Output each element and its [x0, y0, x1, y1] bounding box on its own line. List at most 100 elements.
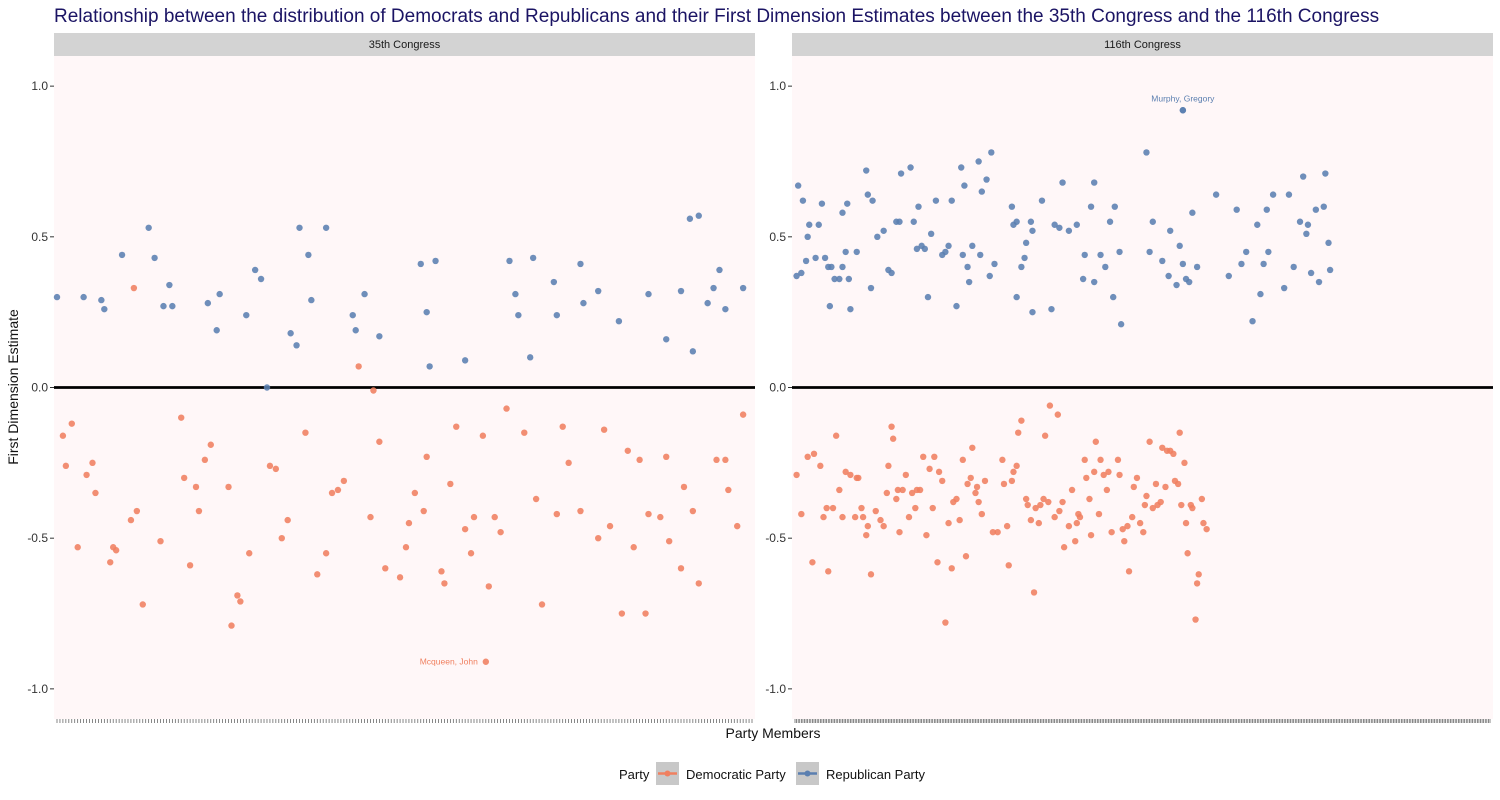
data-point: [1060, 544, 1068, 551]
data-point: [978, 510, 986, 518]
data-point: [847, 471, 854, 479]
data-point: [677, 287, 685, 295]
data-point: [1189, 504, 1196, 512]
data-point: [1048, 305, 1055, 313]
data-point: [896, 218, 903, 225]
democratic-points: [793, 402, 1210, 626]
data-point: [438, 568, 445, 575]
data-point: [1322, 170, 1329, 177]
data-point: [68, 420, 75, 427]
data-point: [263, 384, 271, 391]
data-point: [118, 251, 126, 259]
data-point: [577, 260, 584, 268]
data-point: [1056, 507, 1063, 515]
data-point: [1303, 230, 1310, 237]
data-point: [1073, 519, 1081, 527]
data-point: [1198, 495, 1206, 503]
data-point: [826, 302, 834, 310]
data-point: [912, 504, 919, 512]
data-point: [367, 513, 374, 521]
data-point: [423, 308, 430, 316]
data-point: [157, 538, 164, 545]
data-point: [361, 290, 368, 298]
data-point: [1140, 528, 1147, 536]
annotated-point: [482, 658, 490, 665]
data-point: [894, 486, 902, 494]
data-point: [1143, 149, 1150, 156]
data-point: [677, 565, 685, 572]
data-point: [1312, 206, 1320, 213]
data-point: [521, 429, 528, 436]
data-point: [352, 327, 359, 334]
data-point: [836, 275, 843, 283]
data-point: [657, 513, 664, 521]
data-point: [59, 432, 67, 439]
data-point: [1041, 432, 1049, 439]
data-point: [1133, 474, 1141, 482]
data-point: [257, 275, 265, 283]
legend-title: Party: [619, 767, 650, 782]
data-point: [1254, 221, 1261, 228]
data-point: [1100, 471, 1107, 479]
data-point: [201, 456, 209, 464]
data-point: [166, 281, 173, 289]
data-point: [1203, 525, 1210, 533]
data-point: [180, 474, 188, 482]
data-point: [1051, 513, 1058, 521]
data-point: [74, 544, 81, 551]
data-point: [975, 498, 982, 506]
data-point: [322, 550, 330, 557]
data-point: [793, 471, 800, 479]
data-point: [910, 218, 917, 225]
data-point: [1184, 550, 1191, 557]
data-point: [953, 302, 960, 310]
y-tick-label: 1.0: [769, 79, 786, 93]
data-point: [948, 565, 955, 572]
data-point: [107, 559, 114, 566]
data-point: [981, 477, 989, 485]
data-point: [1182, 519, 1190, 527]
data-point: [1076, 513, 1084, 521]
data-point: [921, 245, 929, 253]
data-point: [130, 284, 138, 292]
data-point: [246, 550, 253, 557]
data-point: [553, 510, 561, 518]
data-point: [663, 453, 670, 461]
data-point: [663, 336, 670, 343]
data-point: [817, 462, 824, 470]
data-point: [831, 275, 838, 283]
data-point: [1051, 221, 1058, 228]
data-point: [978, 188, 986, 195]
data-point: [962, 553, 970, 560]
data-point: [809, 559, 816, 566]
data-point: [1103, 486, 1111, 494]
data-point: [1176, 242, 1183, 250]
data-point: [1179, 260, 1187, 268]
data-point: [447, 480, 454, 488]
data-point: [1159, 444, 1166, 451]
data-point: [1136, 519, 1144, 527]
data-point: [376, 333, 383, 340]
data-point: [314, 571, 321, 578]
data-point: [423, 453, 430, 461]
republican-points: [793, 107, 1334, 328]
data-point: [630, 544, 637, 551]
data-point: [1027, 218, 1035, 225]
data-point: [810, 450, 818, 457]
data-point: [1008, 203, 1016, 210]
data-point: [989, 528, 997, 536]
data-point: [595, 534, 602, 542]
data-point: [417, 260, 424, 268]
data-point: [804, 453, 811, 461]
point-annotation: Mcqueen, John: [420, 657, 478, 667]
data-point: [999, 456, 1006, 464]
data-point: [92, 489, 99, 497]
annotated-point: [1179, 107, 1187, 114]
data-point: [340, 477, 348, 485]
data-point: [370, 387, 377, 394]
data-point: [945, 242, 952, 250]
data-point: [479, 432, 487, 439]
data-point: [1285, 191, 1293, 198]
data-point: [1022, 495, 1030, 503]
data-point: [204, 299, 212, 307]
